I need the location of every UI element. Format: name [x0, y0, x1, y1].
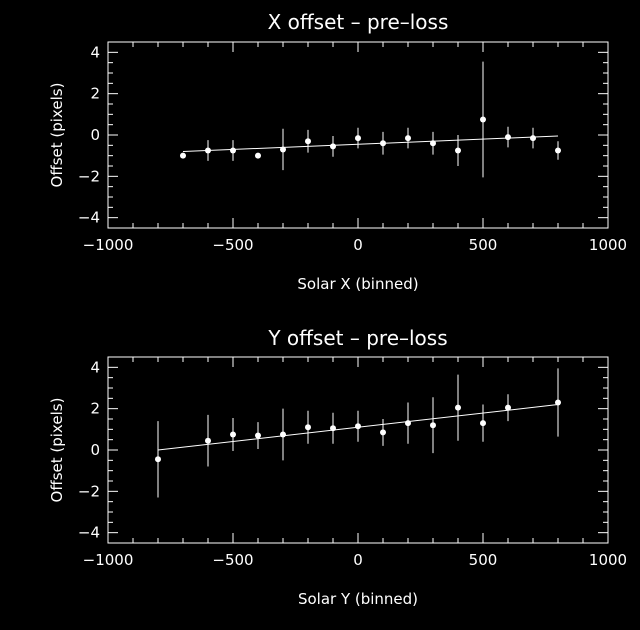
bottom-data-point — [255, 432, 261, 439]
top-data-point — [480, 116, 486, 123]
bottom-axis-tick-labels: −1000 −500 0 500 1000 −4 −2 0 2 4 — [78, 358, 627, 569]
top-chart-title: X offset – pre–loss — [268, 10, 449, 34]
top-data-point — [255, 152, 261, 159]
top-x-tick-label: 500 — [469, 236, 498, 254]
bottom-data-point — [280, 431, 286, 438]
top-fit-line-group — [182, 135, 559, 153]
bottom-x-tick-label: 500 — [469, 551, 498, 569]
bottom-x-tick-label: 0 — [353, 551, 363, 569]
top-x-tick-label: 1000 — [589, 236, 627, 254]
bottom-data-point — [330, 425, 336, 432]
bottom-data-point — [455, 404, 461, 411]
bottom-x-axis-label: Solar Y (binned) — [298, 590, 418, 608]
top-data-point — [405, 135, 411, 142]
top-data-point — [330, 143, 336, 150]
top-x-axis-label: Solar X (binned) — [297, 275, 418, 293]
bottom-data-point — [230, 431, 236, 438]
bottom-data-point — [405, 420, 411, 427]
top-fit-line — [182, 135, 559, 153]
top-plot-frame — [107, 41, 609, 229]
bottom-y-tick-label: −4 — [78, 524, 100, 542]
bottom-chart-title: Y offset – pre–loss — [267, 326, 447, 350]
top-data-point — [280, 146, 286, 153]
bottom-data-point — [480, 420, 486, 427]
top-data-point — [180, 152, 186, 159]
top-data-points — [180, 116, 561, 159]
bottom-y-tick-label: 2 — [90, 400, 100, 418]
bottom-data-point — [505, 404, 511, 411]
bottom-data-point — [380, 429, 386, 436]
bottom-plot-frame — [107, 356, 609, 544]
bottom-data-point — [355, 423, 361, 430]
bottom-panel: Y offset – pre–loss −1000 −500 0 500 1000−4−… — [48, 326, 627, 608]
top-axis-tick-labels: −1000 −500 0 500 1000 −4 −2 0 2 4 — [78, 43, 627, 254]
top-data-point — [430, 140, 436, 147]
top-y-tick-label: −2 — [78, 167, 100, 185]
bottom-error-bars — [157, 368, 559, 498]
bottom-x-tick-label: −1000 — [83, 551, 134, 569]
bottom-data-point — [430, 422, 436, 429]
top-y-tick-label: −4 — [78, 209, 100, 227]
top-data-point — [355, 135, 361, 142]
top-data-point — [205, 147, 211, 154]
top-data-point — [505, 134, 511, 141]
bottom-data-point — [155, 456, 161, 463]
bottom-x-tick-label: −500 — [212, 551, 253, 569]
top-x-tick-label: −1000 — [83, 236, 134, 254]
bottom-x-tick-label: 1000 — [589, 551, 627, 569]
top-panel: X offset – pre–loss −1000 −500 0 500 1000−4−… — [48, 10, 627, 293]
bottom-y-tick-label: −2 — [78, 482, 100, 500]
bottom-data-point — [555, 399, 561, 406]
top-data-point — [380, 140, 386, 147]
bottom-y-tick-label: 4 — [90, 358, 100, 376]
top-y-tick-label: 4 — [90, 43, 100, 61]
bottom-data-points — [155, 399, 561, 463]
top-x-tick-label: −500 — [212, 236, 253, 254]
top-data-point — [455, 147, 461, 154]
bottom-y-tick-label: 0 — [90, 441, 100, 459]
bottom-data-point — [305, 424, 311, 431]
top-y-tick-label: 0 — [90, 126, 100, 144]
top-data-point — [230, 147, 236, 154]
top-y-axis-label: Offset (pixels) — [48, 83, 66, 188]
top-data-point — [305, 138, 311, 145]
bottom-y-axis-label: Offset (pixels) — [48, 398, 66, 503]
top-data-point — [555, 147, 561, 154]
top-data-point — [530, 135, 536, 142]
bottom-data-point — [205, 437, 211, 444]
top-y-tick-label: 2 — [90, 85, 100, 103]
top-x-tick-label: 0 — [353, 236, 363, 254]
